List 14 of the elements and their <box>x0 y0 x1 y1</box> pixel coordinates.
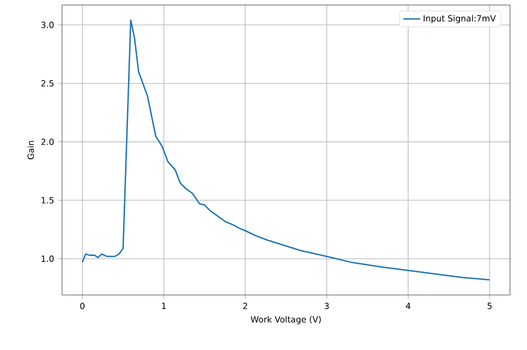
y-axis-title: Gain <box>27 140 34 160</box>
x-tick-label: 4 <box>406 302 410 309</box>
y-tick-label: 1.5 <box>42 197 54 204</box>
y-tick-label: 1.0 <box>42 256 54 262</box>
y-tick-label: 2.0 <box>41 138 54 146</box>
x-tick-label: 3 <box>324 302 329 310</box>
legend-label: Input Signal:7mV <box>424 14 496 24</box>
x-tick-label: 1 <box>162 302 166 309</box>
x-tick-label: 0 <box>80 302 84 310</box>
x-tick-label: 5 <box>488 302 492 310</box>
y-tick-label: 2.5 <box>41 80 54 87</box>
x-tick-label: 2 <box>243 302 248 310</box>
y-tick-label: 3.0 <box>41 22 54 28</box>
x-axis-title: Work Voltage (V) <box>250 316 321 324</box>
